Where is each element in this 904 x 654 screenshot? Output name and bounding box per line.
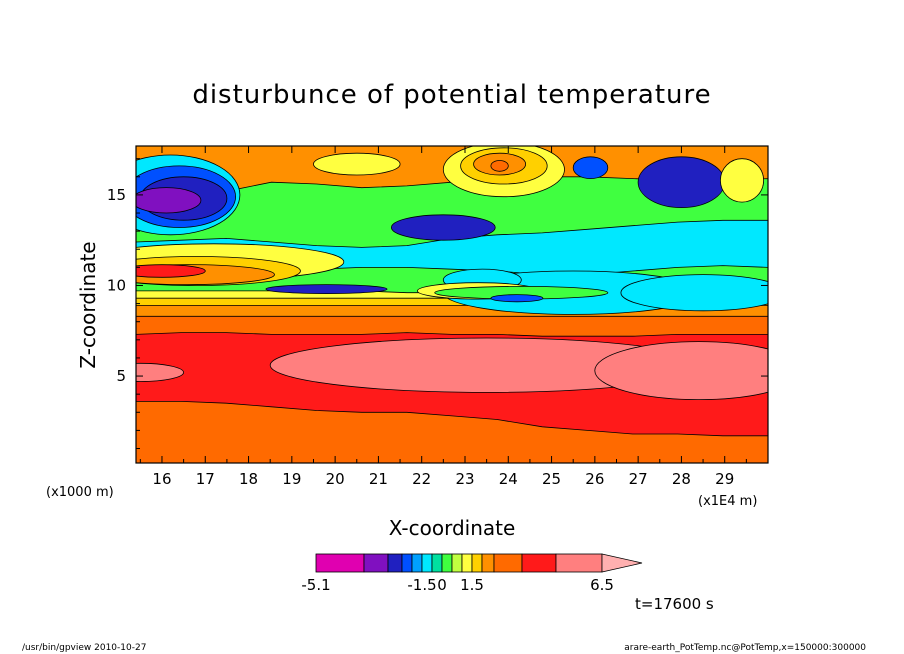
contour-band <box>136 401 768 463</box>
x-tick-label: 17 <box>196 470 215 488</box>
x-tick-label: 23 <box>455 470 474 488</box>
colorbar-swatch <box>431 553 443 573</box>
colorbar-swatch <box>387 553 403 573</box>
contour-blob <box>720 158 765 203</box>
colorbar-swatch <box>451 553 463 573</box>
contour-blob <box>637 156 726 209</box>
contour-blob <box>490 160 509 172</box>
contour-blob <box>620 274 768 312</box>
colorbar-swatch <box>441 553 453 573</box>
colorbar-label: 6.5 <box>590 576 614 594</box>
colorbar: -5.1 -1.5 0 1.5 6.5 <box>301 553 643 594</box>
contour-blob <box>136 362 184 382</box>
contour-blob <box>572 156 609 180</box>
colorbar-label: -5.1 <box>301 576 330 594</box>
x-unit-left-label: (x1000 m) <box>46 485 114 500</box>
x-axis-ticks: 16 17 18 19 20 21 22 23 24 25 26 27 28 29 <box>139 146 747 488</box>
x-tick-label: 18 <box>239 470 258 488</box>
contour-blob <box>265 284 388 295</box>
colorbar-arrow <box>601 553 643 573</box>
colorbar-swatch <box>481 553 495 573</box>
y-tick-label: 10 <box>107 276 126 294</box>
y-tick-label: 5 <box>116 367 126 385</box>
colorbar-swatch <box>315 553 365 573</box>
chart-title: disturbunce of potential temperature <box>192 80 711 110</box>
colorbar-swatch <box>363 553 389 573</box>
x-tick-label: 21 <box>369 470 388 488</box>
contour-blob <box>594 341 768 400</box>
colorbar-swatch <box>471 553 483 573</box>
y-tick-label: 15 <box>107 186 126 204</box>
contour-field <box>136 146 768 463</box>
footer-program-date: /usr/bin/gpview 2010-10-27 <box>22 643 146 653</box>
contour-blob <box>313 152 401 176</box>
colorbar-label: -1.5 <box>407 576 436 594</box>
x-tick-label: 19 <box>282 470 301 488</box>
colorbar-label: 0 <box>437 576 447 594</box>
colorbar-swatch <box>493 553 523 573</box>
x-tick-label: 16 <box>152 470 171 488</box>
colorbar-swatch <box>401 553 413 573</box>
y-axis-label: Z-coordinate <box>76 241 100 368</box>
x-tick-label: 20 <box>326 470 345 488</box>
contour-blob <box>390 214 496 241</box>
x-tick-label: 28 <box>672 470 691 488</box>
colorbar-swatch <box>555 553 603 573</box>
colorbar-swatch <box>521 553 557 573</box>
x-tick-label: 22 <box>412 470 431 488</box>
colorbar-swatch <box>411 553 423 573</box>
contour-blob <box>136 264 206 278</box>
colorbar-swatch <box>461 553 473 573</box>
x-tick-label: 25 <box>542 470 561 488</box>
x-tick-label: 27 <box>629 470 648 488</box>
contour-blob <box>136 187 202 214</box>
x-tick-label: 24 <box>499 470 518 488</box>
x-tick-label: 26 <box>585 470 604 488</box>
x-axis-label: X-coordinate <box>389 516 516 540</box>
x-tick-label: 29 <box>715 470 734 488</box>
time-label: t=17600 s <box>635 595 714 613</box>
plot-frame <box>135 145 769 464</box>
contour-blob <box>490 294 544 303</box>
colorbar-label: 1.5 <box>460 576 484 594</box>
footer-file-info: arare-earth_PotTemp.nc@PotTemp,x=150000:… <box>624 643 866 653</box>
y-axis-ticks: 5 10 15 <box>107 158 768 450</box>
colorbar-swatch <box>421 553 433 573</box>
x-unit-right-label: (x1E4 m) <box>698 494 757 509</box>
